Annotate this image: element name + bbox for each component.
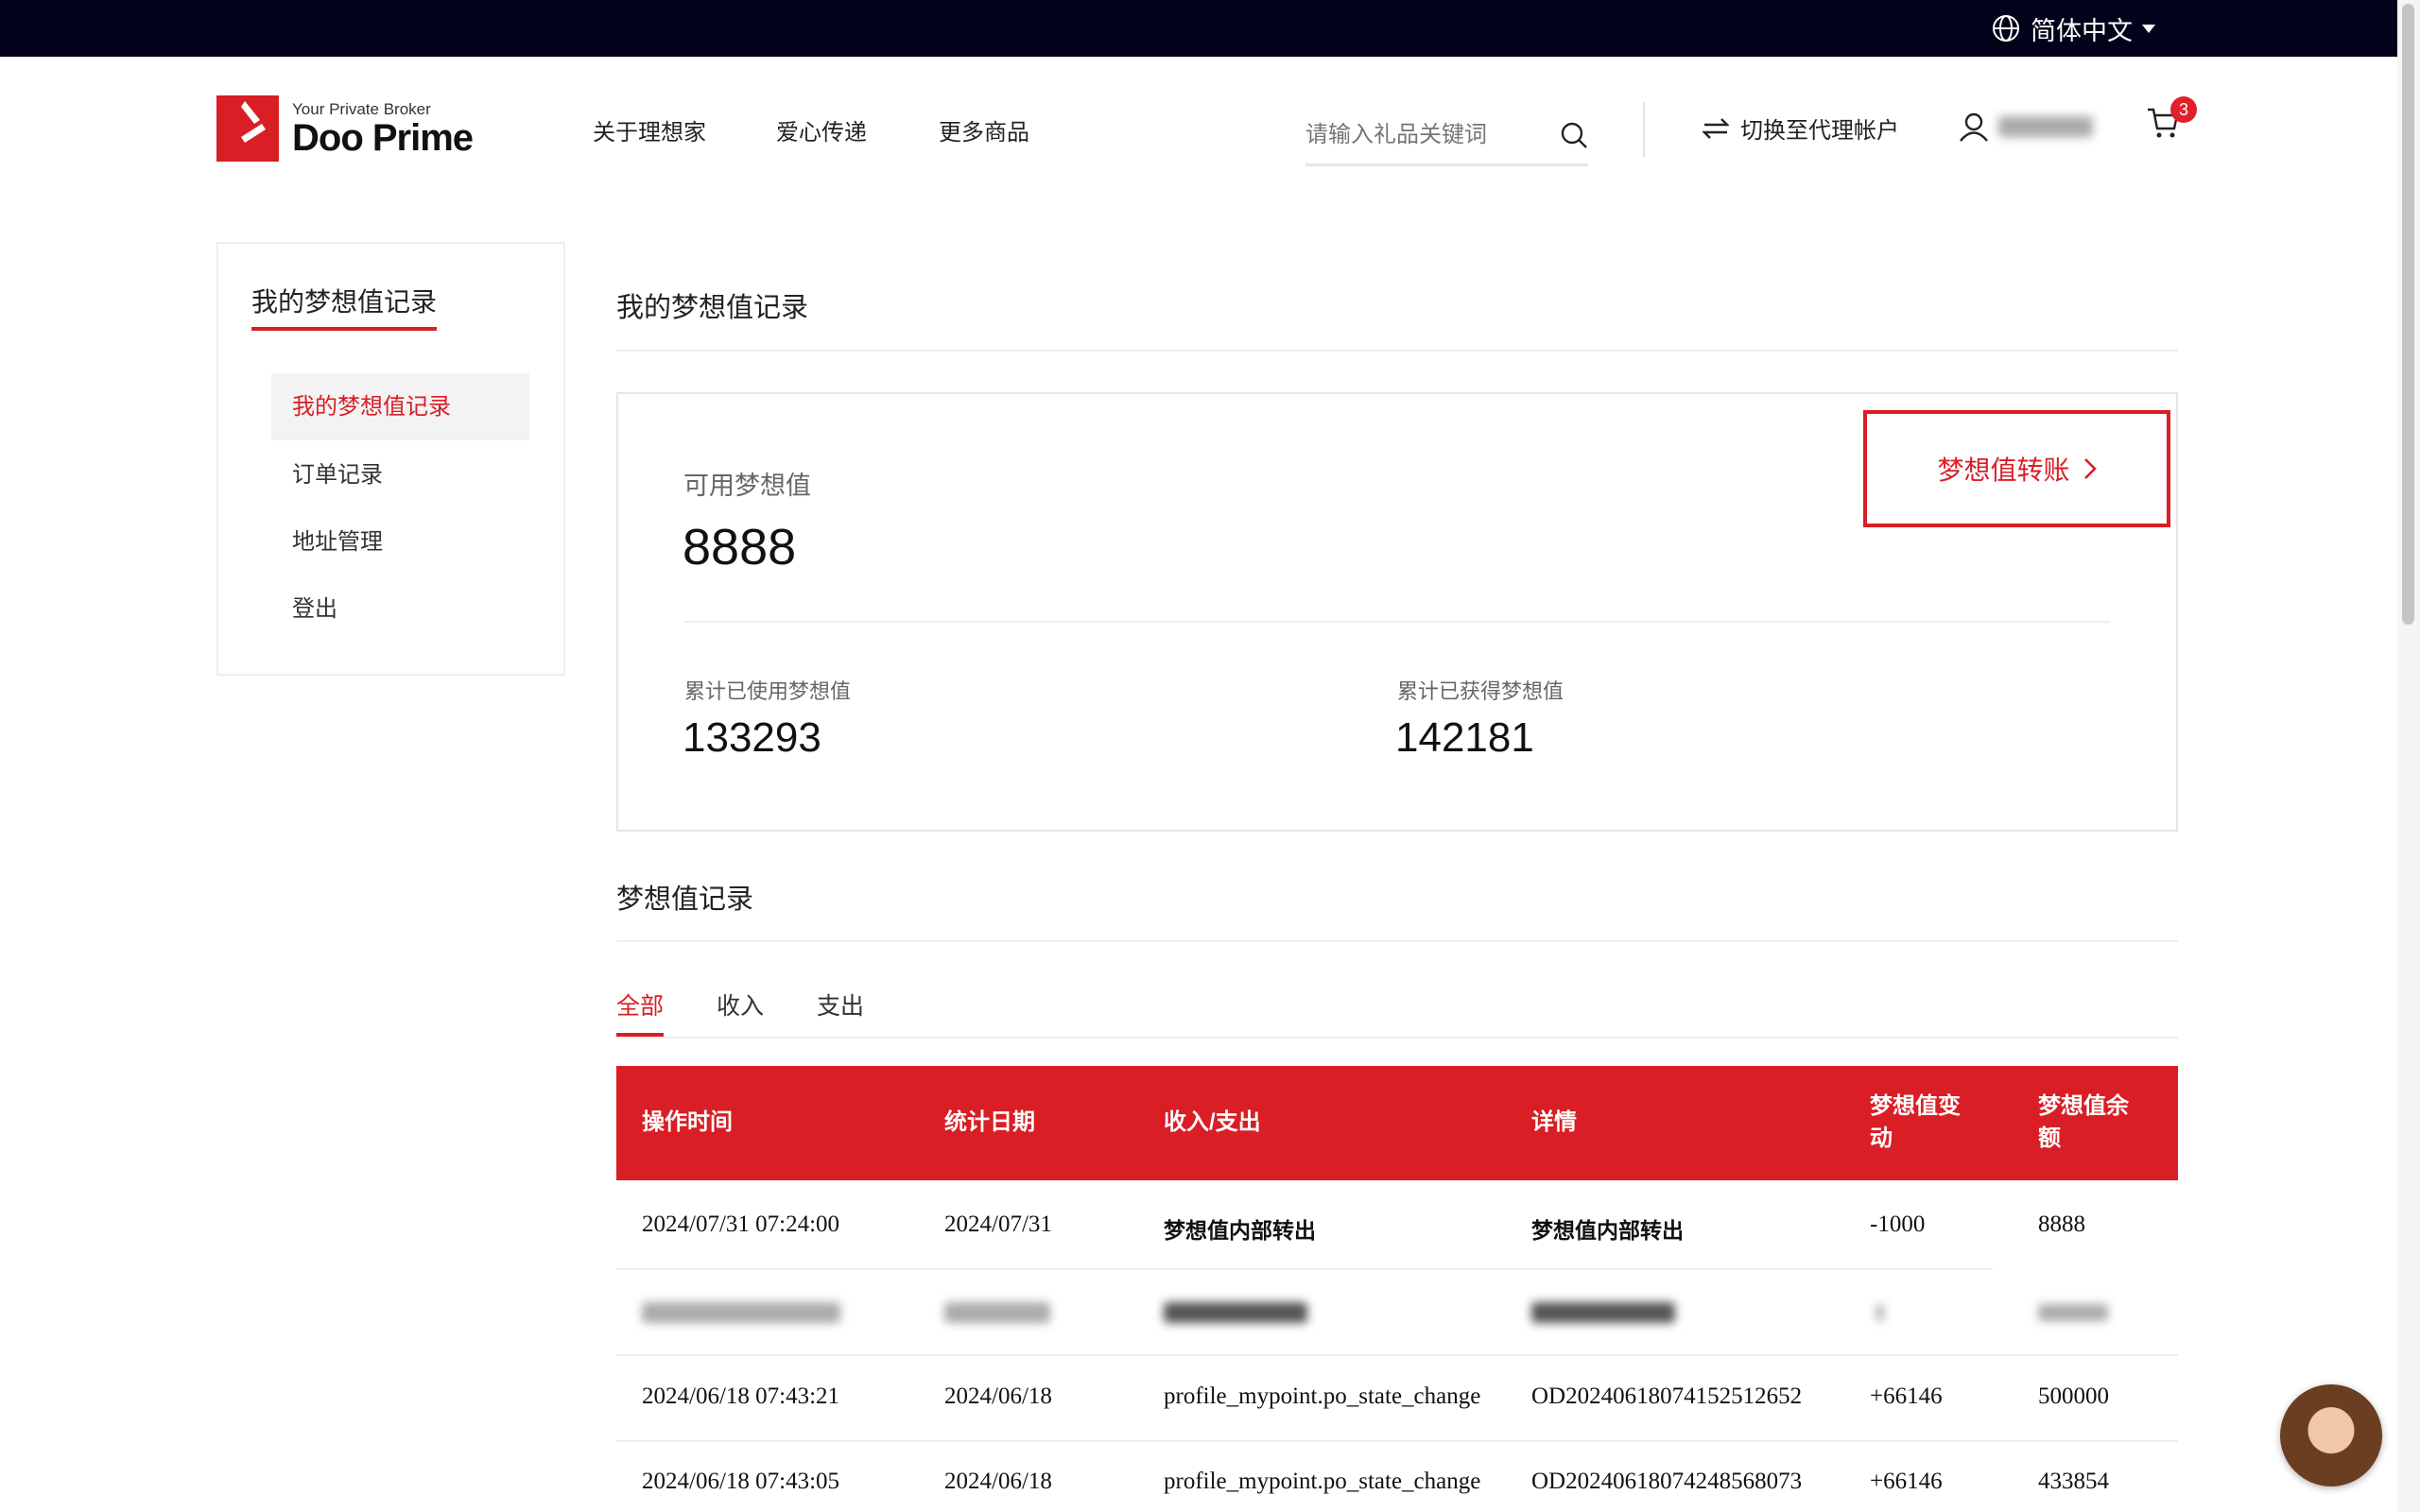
redacted-cell xyxy=(1531,1302,1675,1323)
active-tab-indicator xyxy=(616,1033,664,1037)
page-title: 我的梦想值记录 xyxy=(616,293,809,323)
th-detail: 详情 xyxy=(1531,1109,1577,1135)
row-divider xyxy=(616,1440,2178,1442)
globe-icon xyxy=(1993,15,2019,42)
cell-balance: 8888 xyxy=(2038,1211,2085,1237)
used-points-label: 累计已使用梦想值 xyxy=(684,679,852,703)
switch-account-label: 切换至代理帐户 xyxy=(1740,118,1899,144)
earned-points-value: 142181 xyxy=(1395,714,1534,761)
cell-balance: 500000 xyxy=(2038,1383,2109,1409)
tab-expense[interactable]: 支出 xyxy=(817,993,865,1020)
row-divider xyxy=(616,1354,2178,1356)
available-points-label: 可用梦想值 xyxy=(683,472,811,500)
cell-time: 2024/06/18 07:43:21 xyxy=(642,1383,840,1409)
search-box xyxy=(1305,106,1588,166)
cell-type: 梦想值内部转出 xyxy=(1164,1218,1316,1243)
redacted-cell xyxy=(1876,1304,1884,1321)
redacted-cell xyxy=(944,1302,1050,1323)
th-change: 梦想值变动 xyxy=(1870,1093,1961,1151)
user-icon xyxy=(1960,112,1988,142)
sidebar-item-logout[interactable]: 登出 xyxy=(292,596,337,622)
cart-button[interactable]: 3 xyxy=(2146,96,2197,144)
nav-more-products[interactable]: 更多商品 xyxy=(939,120,1029,146)
redacted-cell xyxy=(642,1302,840,1323)
cell-detail: OD20240618074152512652 xyxy=(1531,1383,1803,1409)
divider xyxy=(616,940,2178,942)
scrollbar-thumb[interactable] xyxy=(2402,4,2414,625)
sidebar-item-address[interactable]: 地址管理 xyxy=(292,529,383,555)
language-label: 简体中文 xyxy=(2031,16,2133,45)
cell-date: 2024/06/18 xyxy=(944,1383,1052,1409)
caret-down-icon xyxy=(2142,24,2155,33)
sidebar-item-points-record[interactable]: 我的梦想值记录 xyxy=(271,373,529,440)
user-account[interactable] xyxy=(1959,112,2093,142)
divider xyxy=(616,1037,2178,1039)
divider xyxy=(616,350,2178,352)
logo-tagline: Your Private Broker xyxy=(292,100,431,118)
cell-time: 2024/06/18 07:43:05 xyxy=(642,1469,840,1494)
logo-brand: Doo Prime xyxy=(292,117,474,159)
switch-account-button[interactable]: 切换至代理帐户 xyxy=(1703,112,1899,145)
nav-charity[interactable]: 爱心传递 xyxy=(776,120,867,146)
table-header: 操作时间 统计日期 收入/支出 详情 梦想值变动 梦想值余额 xyxy=(616,1066,2178,1180)
tab-income[interactable]: 收入 xyxy=(717,993,765,1020)
language-selector[interactable]: 简体中文 xyxy=(1991,11,2155,45)
tab-all[interactable]: 全部 xyxy=(616,993,665,1020)
search-icon[interactable] xyxy=(1560,121,1588,149)
available-points-value: 8888 xyxy=(683,519,797,576)
logo[interactable]: Your Private Broker Doo Prime xyxy=(216,95,474,162)
logo-mark xyxy=(216,95,279,162)
th-type: 收入/支出 xyxy=(1164,1109,1261,1135)
cell-change: -1000 xyxy=(1870,1211,1926,1237)
redacted-cell xyxy=(1164,1302,1307,1323)
sidebar: 我的梦想值记录 我的梦想值记录 订单记录 地址管理 登出 xyxy=(216,242,565,676)
cell-detail: OD20240618074248568073 xyxy=(1531,1469,1803,1494)
cell-balance: 433854 xyxy=(2038,1469,2109,1494)
nav-about[interactable]: 关于理想家 xyxy=(593,120,706,146)
cell-change: +66146 xyxy=(1870,1383,1943,1409)
cart-count-badge: 3 xyxy=(2170,96,2197,123)
transfer-points-button[interactable]: 梦想值转账 xyxy=(1863,410,2170,527)
used-points-value: 133293 xyxy=(683,714,821,761)
cell-change: +66146 xyxy=(1870,1469,1943,1494)
th-balance: 梦想值余额 xyxy=(2038,1093,2129,1151)
th-operation-time: 操作时间 xyxy=(642,1109,733,1135)
username-redacted xyxy=(1998,116,2093,137)
earned-points-label: 累计已获得梦想值 xyxy=(1397,679,1564,703)
th-stat-date: 统计日期 xyxy=(944,1109,1035,1135)
support-chat-avatar[interactable] xyxy=(2280,1384,2382,1486)
row-divider xyxy=(616,1268,1993,1270)
sidebar-title: 我的梦想值记录 xyxy=(251,282,438,331)
divider xyxy=(1643,102,1645,157)
cell-type: profile_mypoint.po_state_change xyxy=(1164,1383,1481,1409)
points-summary-card xyxy=(616,392,2178,832)
records-title: 梦想值记录 xyxy=(616,885,754,915)
divider xyxy=(683,621,2110,623)
cell-date: 2024/07/31 xyxy=(944,1211,1052,1237)
chevron-right-icon xyxy=(2083,458,2097,479)
cell-time: 2024/07/31 07:24:00 xyxy=(642,1211,840,1237)
transfer-label: 梦想值转账 xyxy=(1937,455,2070,485)
sidebar-item-orders[interactable]: 订单记录 xyxy=(292,462,383,488)
search-input[interactable] xyxy=(1305,121,1513,148)
cell-date: 2024/06/18 xyxy=(944,1469,1052,1494)
cell-type: profile_mypoint.po_state_change xyxy=(1164,1469,1481,1494)
cell-detail: 梦想值内部转出 xyxy=(1531,1218,1684,1243)
redacted-cell xyxy=(2038,1304,2108,1321)
swap-icon xyxy=(1703,117,1729,139)
